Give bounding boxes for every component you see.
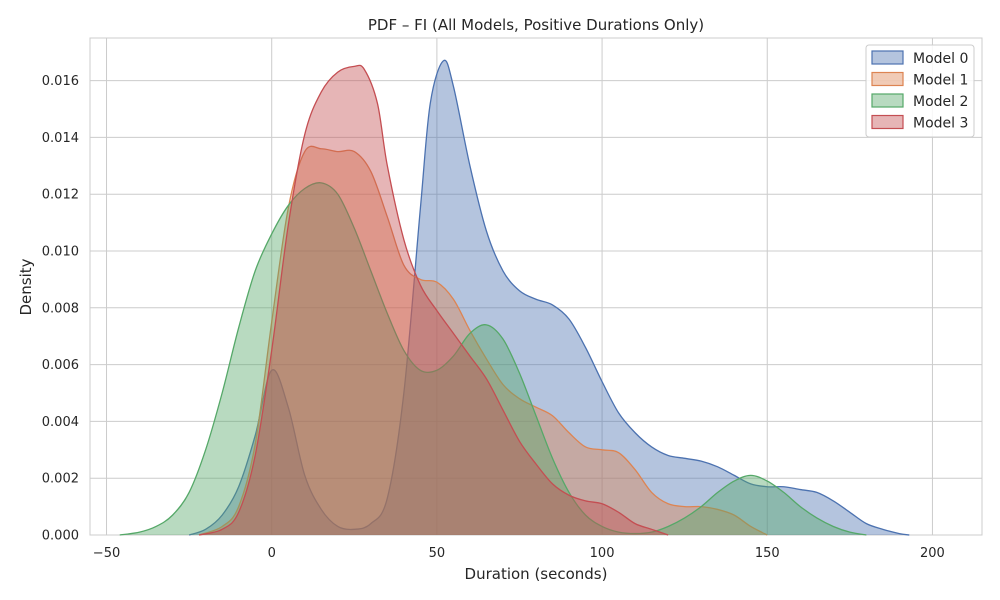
y-tick-label: 0.002	[42, 472, 79, 487]
legend-swatch	[871, 71, 904, 87]
series-line-model-3	[198, 64, 669, 536]
series-line-model-1	[198, 145, 768, 536]
x-tick-label: 200	[920, 546, 945, 561]
legend-box	[865, 44, 975, 138]
y-tick-label: 0.000	[42, 529, 79, 544]
y-tick-label: 0.008	[42, 301, 79, 316]
legend: Model 0 Model 1 Model 2 Model 3	[865, 44, 975, 138]
tick-labels: −50 0 50 100 150 200 0.000 0.002 0.004 0.006 0.008…	[42, 74, 945, 561]
series-area-model-0	[189, 60, 910, 536]
x-tick-label: 150	[755, 546, 780, 561]
plot-area	[89, 37, 983, 536]
y-tick-label: 0.012	[42, 188, 79, 203]
legend-label: Model 2	[913, 94, 968, 110]
y-tick-label: 0.014	[42, 131, 79, 146]
legend-swatch	[871, 114, 904, 130]
x-tick-label: 0	[268, 546, 276, 561]
legend-swatch	[871, 93, 904, 108]
series-area-model-2	[119, 182, 867, 535]
x-tick-label: 50	[429, 546, 446, 561]
y-tick-label: 0.016	[42, 74, 79, 89]
x-tick-label: 100	[590, 546, 615, 561]
x-tick-label: −50	[93, 546, 120, 561]
grid	[90, 38, 982, 536]
series-line-model-0	[188, 59, 910, 536]
legend-label: Model 3	[913, 116, 968, 132]
chart-title: PDF – FI (All Models, Positive Durations…	[368, 16, 704, 34]
series-line-model-2	[119, 182, 867, 536]
legend-label: Model 1	[913, 73, 968, 89]
series-area-model-3	[199, 65, 669, 535]
x-axis-label: Duration (seconds)	[465, 565, 608, 583]
series-layer	[119, 59, 910, 536]
legend-swatch	[871, 50, 904, 65]
y-tick-label: 0.006	[42, 358, 79, 373]
y-tick-label: 0.010	[42, 245, 79, 260]
y-tick-label: 0.004	[42, 415, 79, 430]
y-axis-label: Density	[17, 258, 35, 315]
legend-label: Model 0	[913, 51, 968, 67]
series-area-model-1	[199, 146, 768, 535]
